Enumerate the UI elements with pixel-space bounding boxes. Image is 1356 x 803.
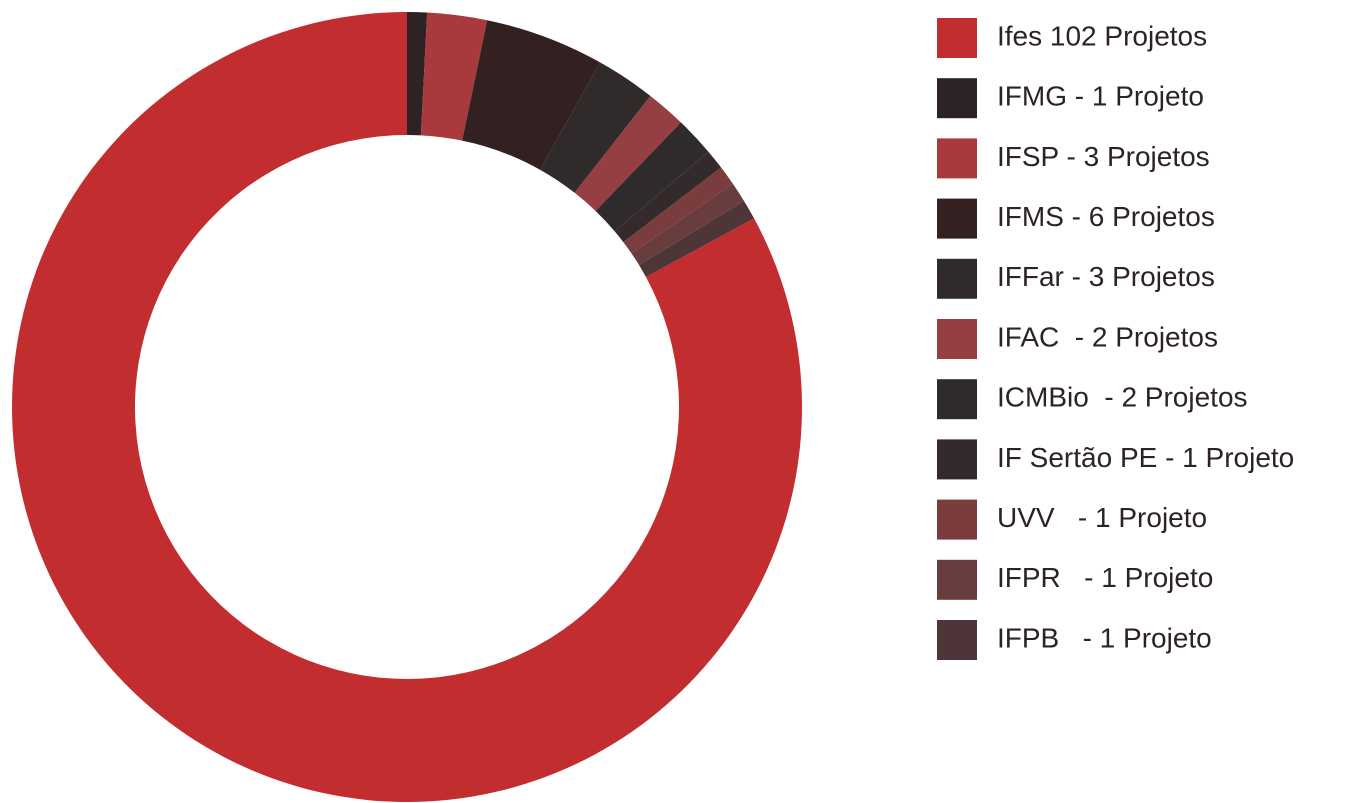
legend-swatch [937, 379, 977, 420]
legend-label: IF Sertão PE - 1 Projeto [997, 442, 1294, 473]
legend-label: UVV - 1 Projeto [997, 502, 1207, 533]
slice [595, 122, 709, 232]
legend-label: IFFar - 3 Projetos [997, 261, 1215, 292]
legend-swatch [937, 18, 977, 58]
legend-swatch [937, 78, 977, 119]
slice [614, 151, 722, 243]
legend-label: IFPR - 1 Projeto [997, 562, 1213, 593]
legend-swatch [937, 620, 977, 660]
slice [462, 20, 601, 170]
legend-label: ICMBio - 2 Projetos [997, 382, 1248, 413]
slice [623, 167, 733, 254]
legend-label: IFMS - 6 Projetos [997, 201, 1215, 232]
legend-swatch [937, 319, 977, 359]
legend-label: IFSP - 3 Projetos [997, 141, 1210, 172]
slice [631, 183, 744, 266]
slice [420, 12, 488, 141]
slice [407, 12, 428, 136]
legend-swatch [937, 138, 977, 179]
slice [12, 12, 803, 803]
slice [639, 200, 755, 278]
legend-label: IFAC - 2 Projetos [997, 321, 1218, 352]
legend-swatch [937, 198, 977, 239]
legend-label: IFMG - 1 Projeto [997, 81, 1204, 112]
legend-label: Ifes 102 Projetos [997, 20, 1207, 51]
legend-swatch [937, 559, 977, 600]
legend-label: IFPB - 1 Projeto [997, 622, 1212, 653]
legend-swatch [937, 499, 977, 540]
slice [539, 62, 651, 193]
legend-swatch [937, 439, 977, 480]
slice [574, 95, 681, 212]
legend-swatch [937, 258, 977, 299]
